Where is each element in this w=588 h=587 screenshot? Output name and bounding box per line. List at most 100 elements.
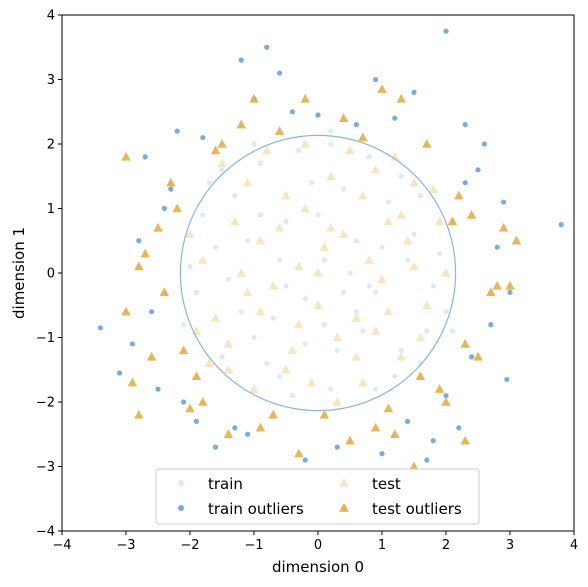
test-outlier-point <box>511 235 522 245</box>
train-point <box>321 257 327 263</box>
legend-label-train-outliers: train outliers <box>208 500 304 518</box>
train-point <box>283 218 289 224</box>
test-outlier-point <box>159 287 170 297</box>
test-point <box>281 190 291 200</box>
train-outlier-point <box>117 370 123 376</box>
test-point <box>313 268 323 277</box>
train-outlier-point <box>488 322 494 328</box>
test-outlier-point <box>422 139 432 148</box>
axis-ticks: −4 −3 −2 −1 0 1 2 3 4 −4 −3 −2 −1 0 1 2 3 4 <box>36 9 578 554</box>
train-outlier-point <box>494 244 500 250</box>
test-outlier-point <box>338 113 349 122</box>
train-point <box>398 173 404 179</box>
train-point <box>437 251 443 257</box>
train-outlier-point <box>174 128 180 134</box>
train-outlier-point <box>200 134 206 141</box>
train-outlier-point <box>149 309 155 315</box>
test-point <box>262 145 272 155</box>
test-point <box>223 338 234 348</box>
test-outlier-point <box>498 222 509 232</box>
train-outlier-point <box>136 238 142 244</box>
train-point <box>213 244 219 250</box>
test-point <box>255 306 266 316</box>
train-point <box>309 180 315 186</box>
test-point <box>345 145 355 155</box>
test-point <box>306 377 317 387</box>
test-point <box>210 313 221 322</box>
train-point <box>302 341 308 347</box>
train-point <box>373 289 379 295</box>
train-outlier-point <box>264 44 270 50</box>
test-outlier-point <box>255 422 266 432</box>
train-outlier-point <box>475 167 481 173</box>
y-tick-label: 3 <box>47 73 55 88</box>
train-point <box>277 257 283 263</box>
y-tick-label: 1 <box>47 202 55 217</box>
train-point <box>270 315 276 321</box>
train-point <box>219 354 225 360</box>
train-point <box>232 193 238 199</box>
train-point <box>411 231 417 237</box>
test-point <box>332 332 342 342</box>
y-tick-label: 0 <box>47 267 55 282</box>
train-outlier-point <box>289 109 295 115</box>
test-point <box>223 364 234 374</box>
y-tick-label: −1 <box>36 331 55 346</box>
train-point <box>392 373 398 379</box>
train-outlier-point <box>379 451 385 457</box>
train-outlier-point <box>97 325 103 331</box>
test-outlier-point <box>153 222 163 232</box>
train-outlier-point <box>558 222 564 228</box>
test-outlier-point <box>185 403 195 413</box>
test-outlier-point <box>300 93 310 103</box>
train-outlier-point <box>193 418 199 424</box>
train-point <box>334 347 340 353</box>
train-point <box>206 180 212 186</box>
test-point <box>377 274 387 284</box>
train-outlier-point <box>142 154 148 160</box>
train-outlier-point <box>462 122 468 128</box>
train-point <box>225 276 231 283</box>
train-outlier-point <box>277 70 283 76</box>
test-outlier-point <box>121 151 131 161</box>
train-outlier-point <box>161 205 167 212</box>
legend-marker-test <box>339 478 349 487</box>
train-point <box>289 392 295 399</box>
y-axis-label: dimension 1 <box>10 227 28 319</box>
test-outlier-point <box>486 287 496 297</box>
test-point <box>294 319 304 329</box>
train-point <box>296 147 302 154</box>
test-outlier-point <box>249 93 259 103</box>
test-outlier-point <box>409 461 419 471</box>
train-point <box>321 322 327 328</box>
train-outlier-point <box>155 386 161 392</box>
train-outlier-point <box>213 444 219 450</box>
train-outlier-point <box>373 76 379 83</box>
train-point <box>328 141 334 147</box>
test-point <box>204 358 214 368</box>
test-point <box>441 268 451 277</box>
test-point <box>338 229 349 239</box>
test-point <box>249 384 259 393</box>
train-outlier-point <box>424 457 430 463</box>
y-tick-label: −3 <box>36 460 55 475</box>
test-point <box>364 255 374 264</box>
train-outlier-point <box>501 199 507 205</box>
test-outlier-point <box>447 216 458 226</box>
test-outlier-point <box>294 448 304 458</box>
train-point <box>181 322 187 328</box>
test-point <box>422 300 432 309</box>
y-tick-label: 4 <box>47 9 55 24</box>
test-point <box>390 151 400 161</box>
legend-marker-train <box>178 480 184 486</box>
train-point <box>417 360 423 366</box>
train-outlier-point <box>405 418 411 424</box>
test-point <box>326 171 336 180</box>
legend-label-test-outliers: test outliers <box>372 500 462 518</box>
test-point <box>236 268 246 277</box>
train-point <box>385 199 391 205</box>
train-point <box>283 283 289 289</box>
test-outlier-point <box>415 371 426 380</box>
train-point <box>366 154 372 160</box>
test-outlier-point <box>460 338 470 348</box>
